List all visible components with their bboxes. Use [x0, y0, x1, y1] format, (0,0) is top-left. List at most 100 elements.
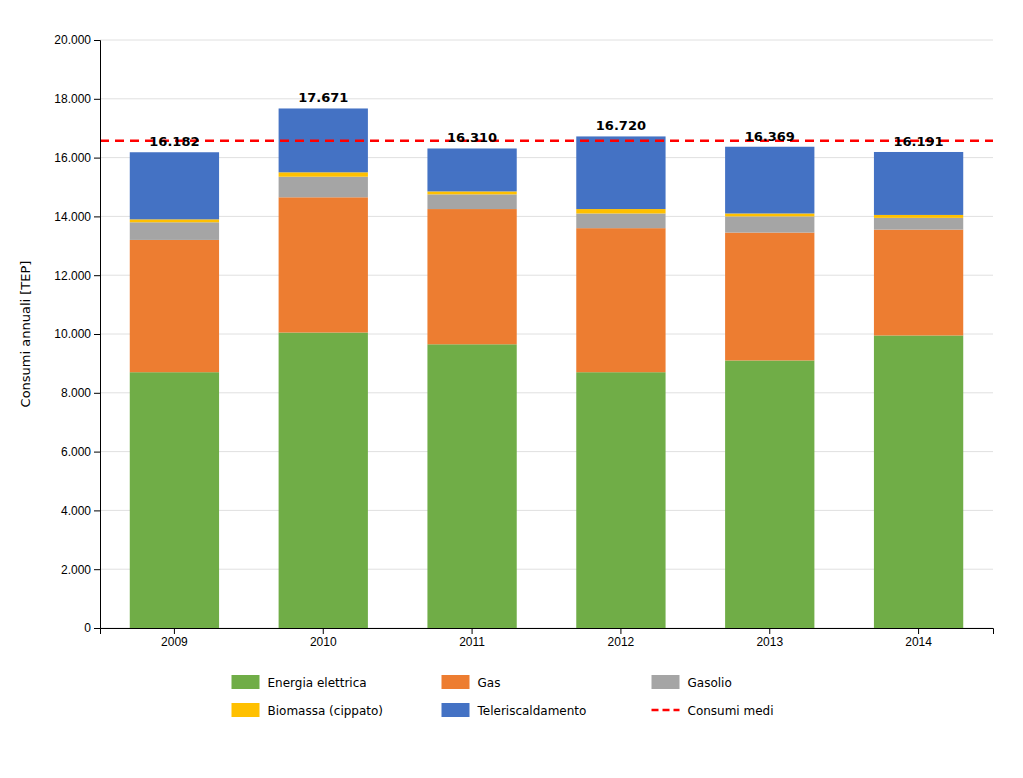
bar: [725, 360, 814, 628]
legend-item: Gasolio: [652, 675, 732, 690]
grid-line: [100, 216, 993, 217]
bar: [427, 194, 516, 209]
bar-series: [130, 333, 963, 628]
legend-item: Biomassa (cippato): [232, 703, 384, 718]
bar: [130, 152, 219, 219]
x-tick: 2011: [459, 628, 485, 649]
tick-mark: [94, 452, 100, 453]
chart: 16.18217.67116.31016.72016.36916.19102.0…: [0, 0, 1023, 778]
legend-label: Gasolio: [688, 676, 732, 690]
tick-mark: [94, 275, 100, 276]
legend-item: Energia elettrica: [232, 675, 367, 690]
legend-label: Consumi medi: [688, 704, 774, 718]
tick-mark: [472, 628, 473, 634]
y-tick: 6.000: [61, 445, 100, 459]
y-tick: 4.000: [61, 504, 100, 518]
tick-mark: [94, 158, 100, 159]
y-tick: 14.000: [54, 210, 100, 224]
tick-label: 16.000: [54, 151, 91, 165]
total-label: 16.310: [447, 130, 497, 145]
tick-label: 0: [84, 621, 91, 635]
tick-label: 12.000: [54, 269, 91, 283]
tick-label: 2012: [608, 635, 635, 649]
bar: [874, 335, 963, 628]
bar: [576, 209, 665, 213]
x-tick: 2010: [310, 628, 337, 649]
tick-label: 10.000: [54, 327, 91, 341]
tick-label: 2011: [459, 635, 485, 649]
tick-mark: [174, 628, 175, 634]
legend-label: Teleriscaldamento: [477, 704, 587, 718]
grid-line: [100, 334, 993, 335]
y-tick: 16.000: [54, 151, 100, 165]
tick-mark: [94, 628, 100, 629]
grid-line: [100, 451, 993, 452]
y-tick: 2.000: [61, 563, 100, 577]
plot: 16.18217.67116.31016.72016.36916.19102.0…: [18, 33, 994, 648]
grid-line: [100, 40, 993, 41]
tick-mark: [620, 628, 621, 634]
axis-line: [101, 629, 994, 635]
bar: [279, 108, 368, 172]
legend-swatch: [442, 703, 470, 717]
tick-mark: [94, 40, 100, 41]
legend-swatch: [232, 675, 260, 689]
x-tick: 2013: [756, 628, 783, 649]
y-axis-label: Consumi annuali [TEP]: [18, 261, 33, 408]
legend-label: Gas: [478, 676, 501, 690]
grid-line: [100, 510, 993, 511]
y-tick: 18.000: [54, 92, 100, 106]
tick-mark: [323, 628, 324, 634]
tick-mark: [94, 510, 100, 511]
x-tick: 2012: [608, 628, 635, 649]
bar: [725, 147, 814, 214]
total-labels: 16.18217.67116.31016.72016.36916.191: [149, 90, 943, 149]
axis-line: [94, 41, 101, 629]
reference-line: [100, 139, 993, 142]
total-label: 16.720: [596, 118, 646, 133]
legend-swatch: [442, 675, 470, 689]
tick-label: 4.000: [61, 504, 91, 518]
legend-item: Gas: [442, 675, 501, 690]
bar: [576, 372, 665, 628]
grid: [100, 40, 993, 628]
tick-label: 2014: [905, 635, 932, 649]
tick-label: 2013: [756, 635, 783, 649]
grid-line: [100, 98, 993, 99]
bar-series: [130, 177, 963, 240]
y-tick: 12.000: [54, 269, 100, 283]
legend-label: Energia elettrica: [268, 676, 367, 690]
legend-item: Consumi medi: [652, 704, 774, 718]
bar: [874, 215, 963, 218]
legend: Energia elettrica Gas Gasolio Biomassa (cip…: [232, 675, 774, 718]
y-tick: 0: [84, 621, 100, 635]
bar: [279, 333, 368, 628]
bar: [279, 197, 368, 332]
x-axis: 2009 2010 2011 2012 2013 2014: [101, 628, 994, 649]
legend-item: Teleriscaldamento: [442, 703, 587, 718]
bars: [100, 108, 993, 628]
total-label: 16.191: [893, 134, 943, 149]
tick-mark: [918, 628, 919, 634]
tick-mark: [94, 334, 100, 335]
bar-series: [130, 197, 963, 372]
bar: [427, 148, 516, 191]
bar: [576, 136, 665, 209]
y-tick: 8.000: [61, 386, 100, 400]
y-axis: 0 2.000 4.000 6.000 8.000 10.000 12.000 14.000 1…: [54, 33, 100, 635]
tick-mark: [769, 628, 770, 634]
grid-line: [100, 569, 993, 570]
tick-mark: [94, 569, 100, 570]
bar: [874, 152, 963, 215]
legend-swatch: [652, 709, 680, 712]
bar: [725, 216, 814, 232]
tick-label: 2.000: [61, 563, 91, 577]
bar: [576, 228, 665, 372]
legend-swatch: [652, 675, 680, 689]
bar: [874, 218, 963, 230]
x-tick: 2009: [161, 628, 188, 649]
tick-label: 2010: [310, 635, 337, 649]
x-tick: 2014: [905, 628, 932, 649]
bar: [130, 219, 219, 222]
bar: [874, 230, 963, 336]
